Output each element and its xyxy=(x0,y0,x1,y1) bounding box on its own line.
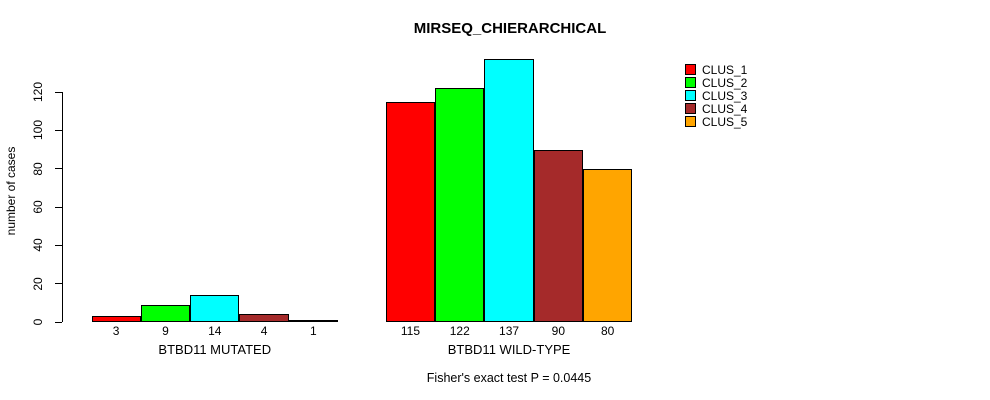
group-label: BTBD11 WILD-TYPE xyxy=(447,342,571,357)
legend-label: CLUS_5 xyxy=(702,114,748,129)
y-tick-mark xyxy=(55,206,62,208)
bar-clus_2 xyxy=(435,88,485,322)
y-axis-line xyxy=(62,92,63,322)
y-tick-mark xyxy=(55,283,62,285)
bar-value-label: 80 xyxy=(600,324,615,338)
y-tick-mark xyxy=(55,129,62,131)
bar-value-label: 4 xyxy=(260,324,268,338)
bar-clus_1 xyxy=(385,101,436,322)
legend-swatch xyxy=(685,116,696,127)
legend-swatch xyxy=(685,90,696,101)
statistical-test-note: Fisher's exact test P = 0.0445 xyxy=(426,371,592,385)
legend-swatch xyxy=(685,64,696,75)
y-tick-mark xyxy=(55,244,62,246)
bar-value-label: 90 xyxy=(551,324,566,338)
bar-clus_2 xyxy=(140,304,191,322)
y-tick-label: 20 xyxy=(31,276,45,291)
bar-clus_5 xyxy=(288,320,338,322)
legend-label: CLUS_2 xyxy=(702,75,748,90)
bar-clus_4 xyxy=(239,314,289,322)
y-axis-label: number of cases xyxy=(4,146,18,236)
bar-value-label: 3 xyxy=(112,324,120,338)
bar-clus_3 xyxy=(190,295,240,322)
bar-clus_4 xyxy=(533,149,583,322)
y-tick-label: 120 xyxy=(31,81,45,103)
y-tick-label: 80 xyxy=(31,161,45,176)
legend-swatch xyxy=(685,77,696,88)
bar-clus_5 xyxy=(583,168,633,322)
y-tick-label: 60 xyxy=(31,200,45,214)
bar-clus_1 xyxy=(91,316,141,322)
legend-label: CLUS_3 xyxy=(702,88,748,103)
y-tick-label: 100 xyxy=(31,120,45,141)
legend-label: CLUS_4 xyxy=(702,101,748,116)
y-tick-mark xyxy=(55,168,62,170)
y-tick-label: 0 xyxy=(31,318,45,326)
y-tick-label: 40 xyxy=(31,238,45,253)
bar-value-label: 115 xyxy=(400,324,421,338)
y-tick-mark xyxy=(55,91,62,93)
chart-title: MIRSEQ_CHIERARCHICAL xyxy=(413,20,607,37)
bar-value-label: 14 xyxy=(208,324,222,338)
group-label: BTBD11 MUTATED xyxy=(158,342,272,357)
bar-value-label: 9 xyxy=(162,324,169,338)
bar-value-label: 122 xyxy=(449,324,470,338)
bar-clus_3 xyxy=(484,59,534,322)
y-tick-mark xyxy=(55,321,62,323)
legend-swatch xyxy=(685,103,696,114)
bar-value-label: 137 xyxy=(499,324,520,338)
bar-value-label: 1 xyxy=(310,324,317,338)
legend-label: CLUS_1 xyxy=(702,62,748,77)
